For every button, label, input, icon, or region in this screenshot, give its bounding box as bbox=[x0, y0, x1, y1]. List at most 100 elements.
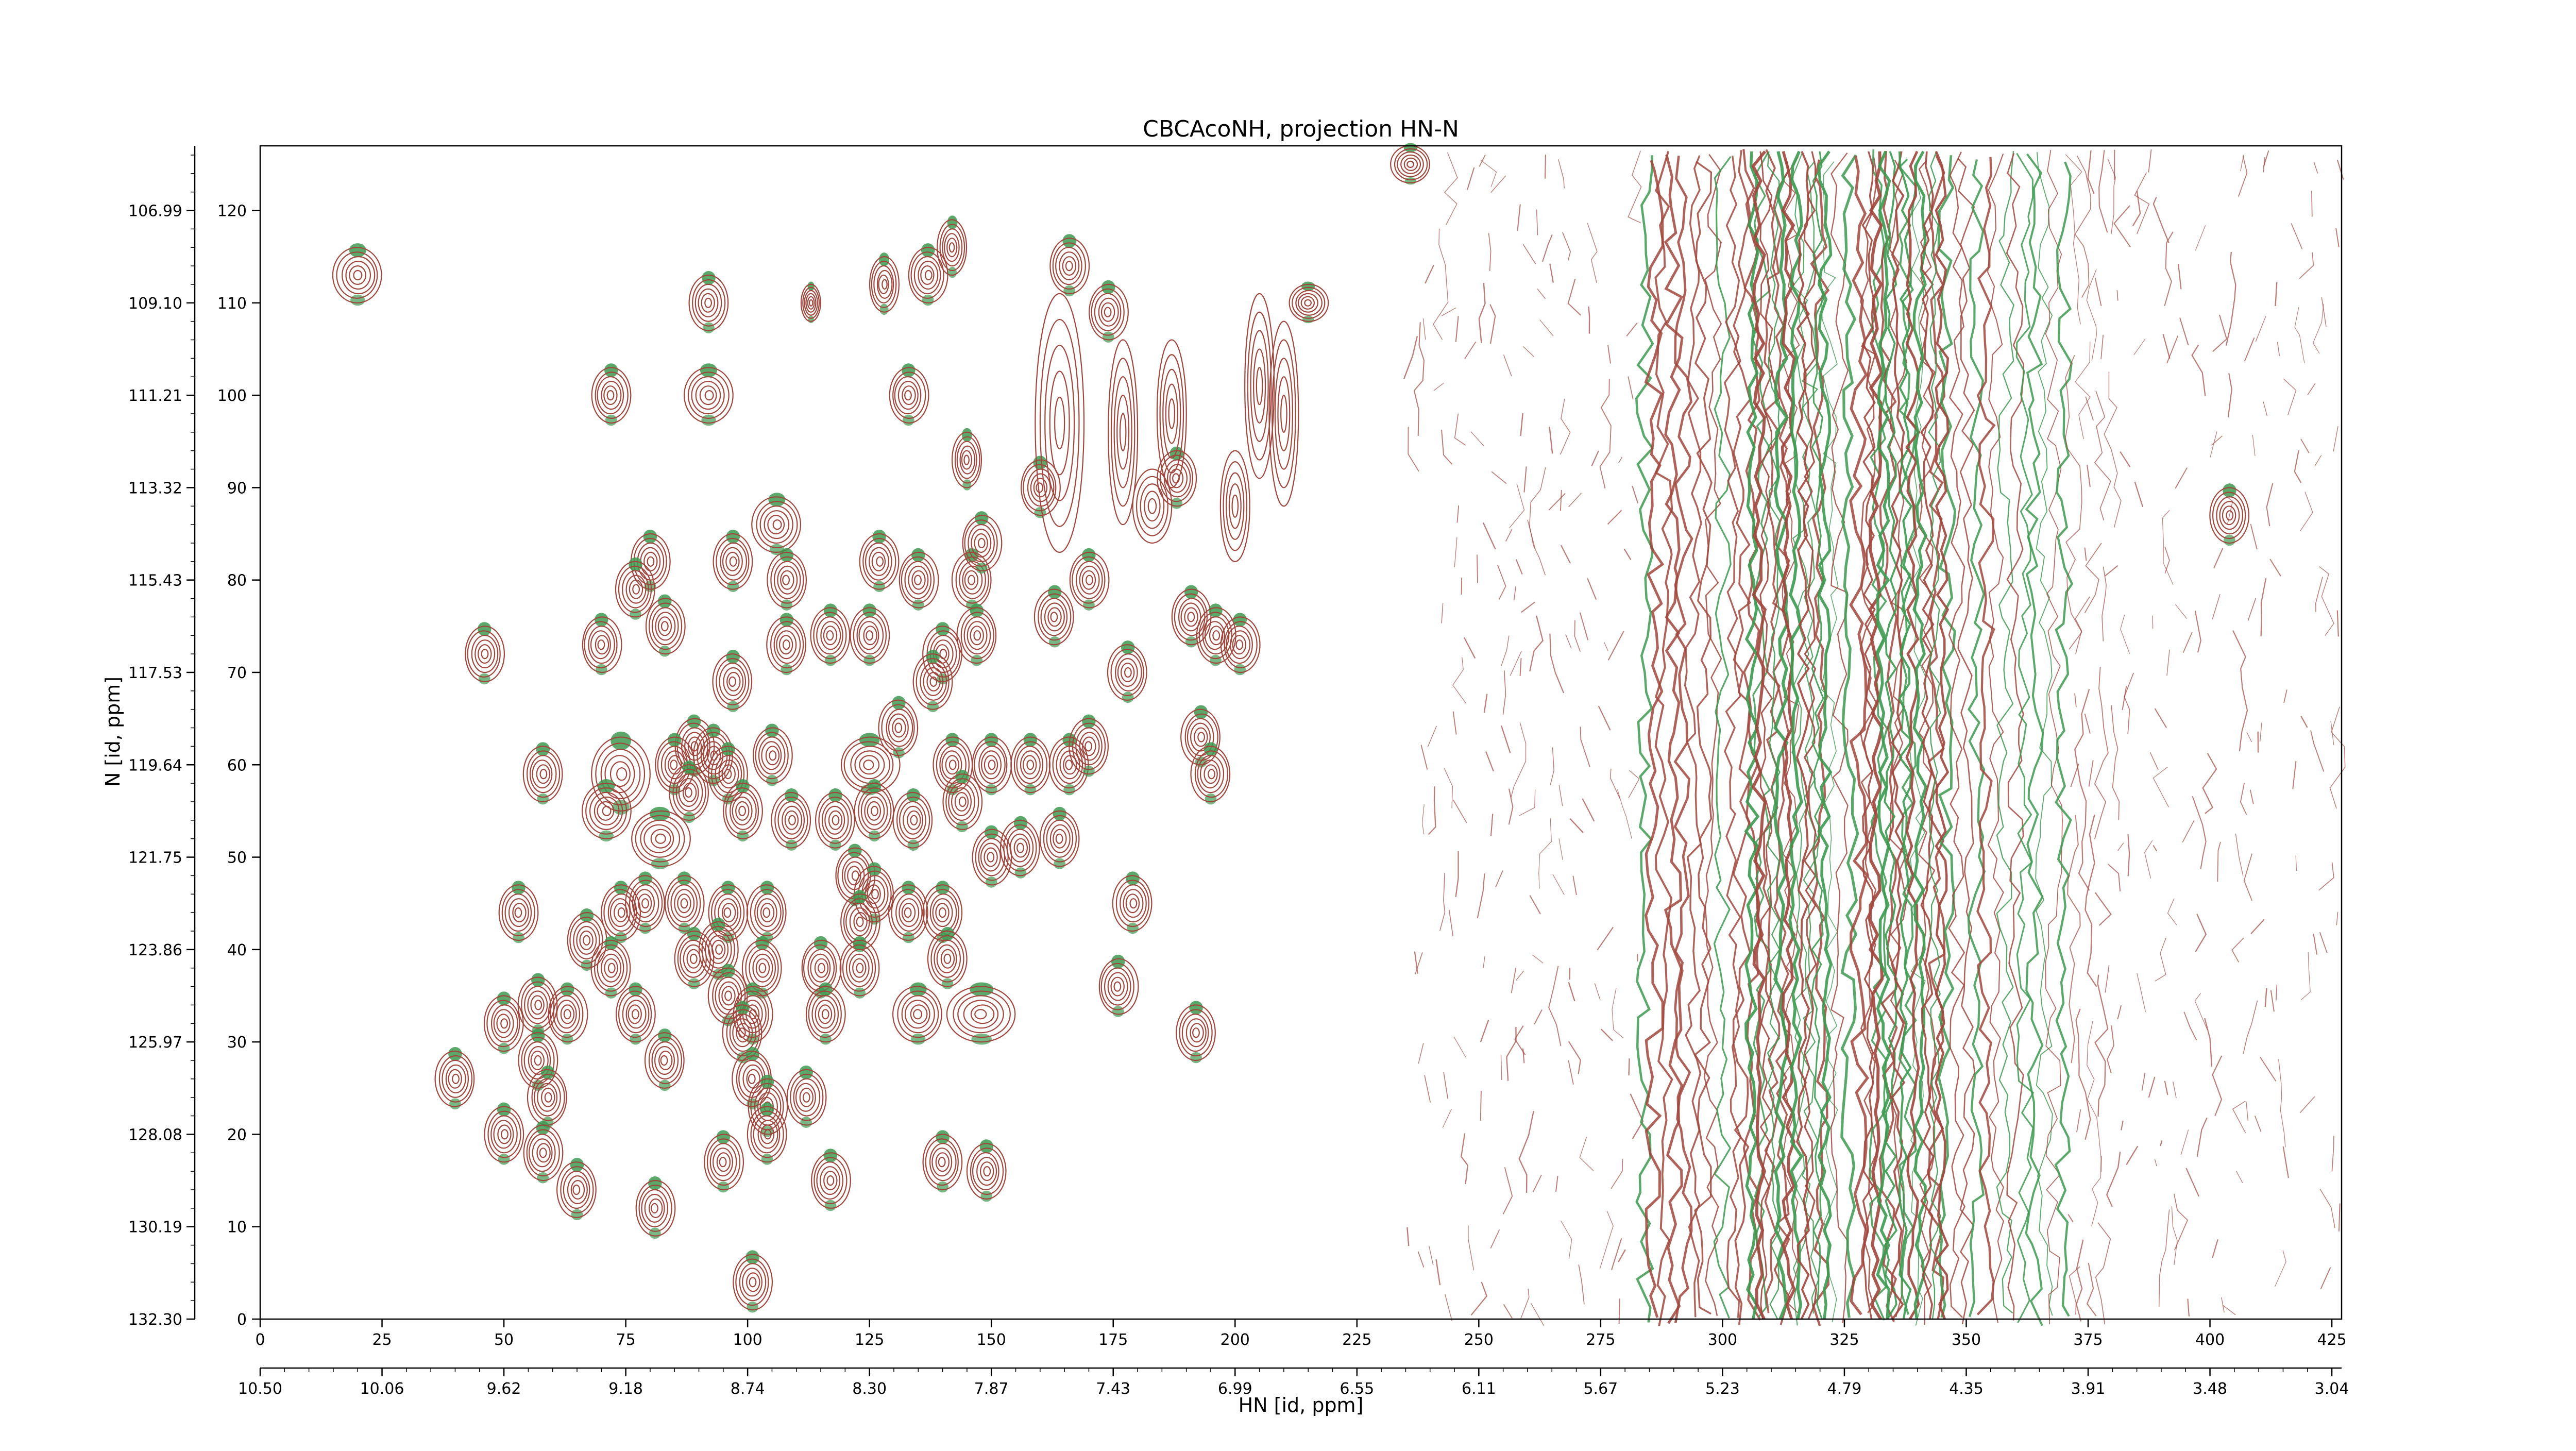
peak-contour bbox=[1014, 839, 1027, 857]
noise-contour bbox=[2313, 304, 2324, 353]
noise-contour bbox=[1587, 223, 1597, 283]
noise-contour bbox=[2095, 975, 2108, 1117]
peak-contour bbox=[1044, 816, 1076, 862]
noise-contour bbox=[1506, 529, 1512, 542]
peak-green-contour bbox=[1234, 664, 1246, 676]
noise-contour bbox=[1445, 153, 1458, 225]
peak-contour bbox=[533, 760, 552, 788]
peak-contour bbox=[607, 391, 614, 400]
peak-contour bbox=[1082, 737, 1095, 756]
peak-contour bbox=[604, 386, 617, 404]
peak-contour bbox=[580, 931, 593, 950]
noise-contour bbox=[1481, 1020, 1488, 1042]
noise-contour bbox=[1561, 490, 1562, 511]
noise-contour bbox=[1514, 586, 1516, 601]
peak-contour bbox=[764, 908, 770, 917]
y-index-tick-label: 20 bbox=[227, 1126, 247, 1144]
noise-contour bbox=[1471, 432, 1484, 446]
streak-contour bbox=[1111, 358, 1134, 506]
noise-contour bbox=[1549, 494, 1565, 510]
peak-green-contour bbox=[736, 1001, 749, 1015]
noise-contour bbox=[2168, 899, 2177, 925]
peak-contour bbox=[1051, 612, 1058, 621]
noise-contour bbox=[1501, 636, 1509, 666]
peak-contour bbox=[876, 557, 883, 566]
noise-contour bbox=[1467, 167, 1474, 190]
peak-green-contour bbox=[562, 1034, 573, 1045]
peak-contour bbox=[626, 1000, 646, 1028]
peak-contour bbox=[747, 1273, 759, 1291]
noise-contour bbox=[1570, 819, 1583, 833]
peak-contour bbox=[882, 280, 887, 289]
peak-green-contour bbox=[659, 646, 671, 657]
noise-contour bbox=[2319, 567, 2334, 636]
peak-green-contour bbox=[942, 978, 954, 989]
peak-contour bbox=[1066, 261, 1073, 271]
peak-green-contour bbox=[1063, 285, 1075, 297]
noise-contour bbox=[2213, 315, 2227, 351]
noise-contour bbox=[2056, 162, 2072, 1316]
noise-contour bbox=[2195, 914, 2206, 952]
peak-green-contour bbox=[1189, 1001, 1202, 1015]
noise-contour bbox=[1444, 768, 1452, 808]
noise-contour bbox=[1553, 874, 1565, 895]
noise-contour bbox=[1568, 1060, 1573, 1085]
peak-contour bbox=[533, 1139, 552, 1167]
noise-contour bbox=[2295, 450, 2301, 483]
noise-contour bbox=[2250, 790, 2253, 804]
noise-contour bbox=[2222, 1297, 2224, 1313]
peak-contour bbox=[809, 300, 812, 306]
peak-contour bbox=[604, 959, 617, 977]
noise-contour bbox=[1569, 493, 1582, 507]
peak-green-contour bbox=[869, 831, 880, 842]
noise-contour bbox=[2184, 1012, 2196, 1040]
peak-contour bbox=[644, 552, 657, 571]
noise-contour bbox=[1425, 1075, 1430, 1103]
noise-contour bbox=[1628, 151, 1641, 223]
peak-green-contour bbox=[604, 936, 618, 950]
noise-contour bbox=[2117, 290, 2118, 301]
noise-contour bbox=[2175, 604, 2187, 619]
peak-contour bbox=[877, 271, 892, 298]
peak-contour bbox=[892, 719, 905, 737]
x-ppm-tick-label: 4.79 bbox=[1827, 1380, 1862, 1398]
peak-contour bbox=[1048, 608, 1061, 627]
noise-contour bbox=[1454, 1037, 1466, 1058]
peak-green-contour bbox=[955, 770, 969, 784]
peak-contour bbox=[342, 257, 375, 294]
peak-green-contour bbox=[854, 987, 866, 999]
noise-contour bbox=[2183, 632, 2192, 653]
peak-green-contour bbox=[727, 701, 739, 713]
noise-contour bbox=[1592, 451, 1599, 466]
noise-contour bbox=[2075, 689, 2089, 890]
peak-contour bbox=[1085, 741, 1092, 751]
noise-contour bbox=[2167, 650, 2170, 676]
noise-contour bbox=[1534, 1009, 1542, 1024]
peak-contour bbox=[1120, 885, 1146, 922]
streak-contour bbox=[1050, 371, 1070, 475]
peak-green-contour bbox=[1015, 867, 1027, 879]
peak-green-contour bbox=[986, 784, 997, 796]
peak-contour bbox=[629, 1005, 641, 1023]
noise-contour bbox=[2270, 559, 2281, 576]
peak-green-contour bbox=[825, 1200, 837, 1211]
noise-contour bbox=[2101, 1156, 2102, 1172]
peak-contour bbox=[452, 1074, 459, 1084]
peak-green-contour bbox=[745, 982, 759, 996]
peak-contour bbox=[1086, 576, 1093, 585]
noise-contour bbox=[2065, 155, 2081, 325]
noise-contour bbox=[2120, 452, 2130, 467]
peak-green-contour bbox=[912, 599, 924, 611]
noise-contour bbox=[2295, 307, 2304, 363]
peak-contour bbox=[651, 1204, 658, 1213]
peak-green-contour bbox=[497, 1103, 511, 1117]
peak-contour bbox=[501, 1129, 508, 1139]
noise-contour bbox=[2135, 482, 2143, 507]
x-ppm-tick-label: 6.55 bbox=[1340, 1380, 1374, 1398]
peak-green-contour bbox=[902, 363, 915, 377]
noise-contour bbox=[2134, 173, 2149, 234]
noise-contour bbox=[2096, 1223, 2111, 1325]
peak-green-contour bbox=[350, 295, 365, 306]
noise-contour bbox=[1486, 752, 1494, 771]
x-index-tick-label: 125 bbox=[855, 1331, 884, 1349]
